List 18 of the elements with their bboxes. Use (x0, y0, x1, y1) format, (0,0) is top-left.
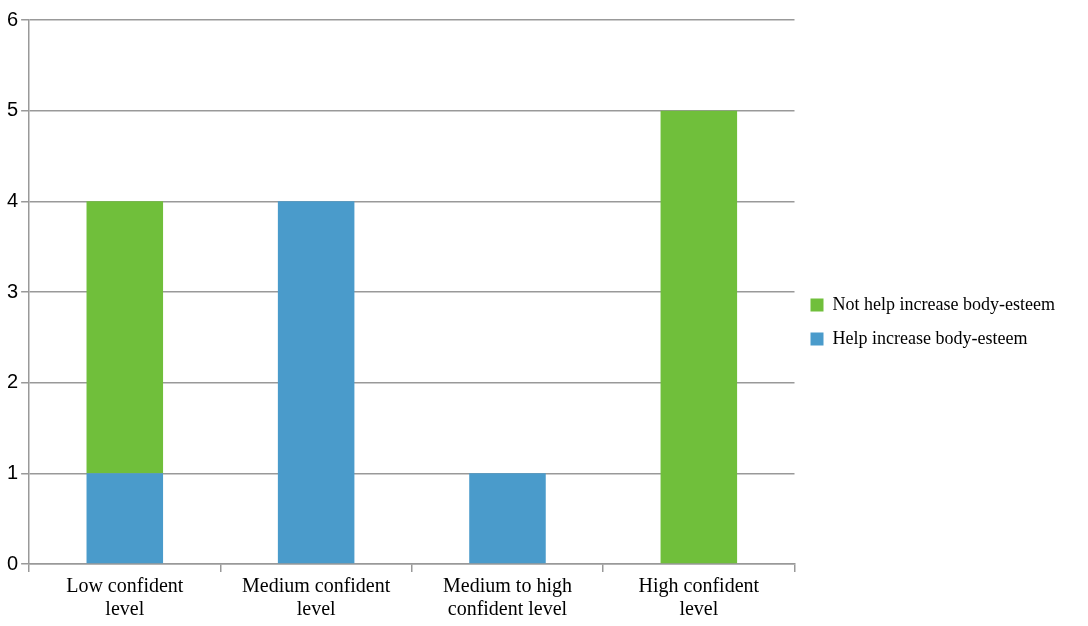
y-tick-label: 4 (7, 188, 19, 211)
x-tick-label: Low confident level (66, 573, 184, 619)
x-tick-label: Medium to high confident level (443, 573, 572, 619)
legend-label: Help increase body-esteem (832, 327, 1028, 348)
bar (469, 473, 546, 564)
bar (660, 110, 738, 564)
bar (86, 201, 164, 474)
y-tick-label: 6 (7, 7, 19, 30)
y-tick-label: 3 (7, 279, 19, 302)
y-tick-label: 0 (7, 551, 19, 574)
x-tick-label: Medium confident level (241, 573, 391, 619)
legend-label: Not help increase body-esteem (832, 293, 1055, 314)
bar (277, 201, 355, 564)
y-tick-label: 5 (7, 98, 19, 121)
y-tick-label: 1 (7, 460, 19, 483)
x-tick-label: High confident level (638, 573, 760, 619)
y-tick-label: 2 (7, 370, 19, 393)
bar (86, 473, 164, 564)
